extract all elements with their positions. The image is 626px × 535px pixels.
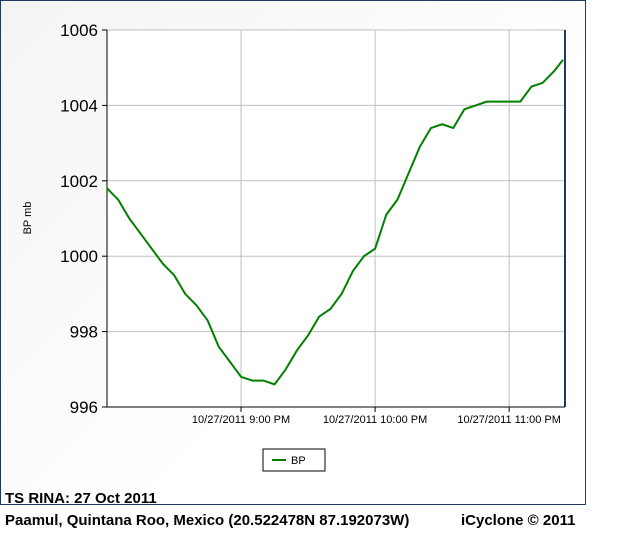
data-point-bp [217,345,220,348]
data-point-bp [374,247,376,250]
caption-credit: iCyclone © 2011 [461,512,576,529]
data-point-bp [463,108,466,110]
legend-label-bp: BP [291,455,306,467]
x-tick-label: 10/27/2011 10:00 PM [323,414,427,426]
data-point-bp [206,319,209,322]
data-point-bp [385,213,388,216]
data-point-bp [173,274,175,276]
x-tick-label: 10/27/2011 9:00 PM [192,414,290,426]
data-point-bp [418,146,421,148]
y-tick-label: 1004 [60,96,98,115]
data-point-bp [150,247,153,250]
data-point-bp [229,360,231,363]
series-line-bp [106,59,564,386]
data-point-bp [441,123,443,126]
data-point-bp [184,293,186,295]
data-point-bp [296,349,298,352]
data-point-bp [340,293,343,295]
data-point-bp [240,376,242,378]
data-point-bp [139,232,142,235]
data-point-bp [162,262,164,265]
data-point-bp [396,198,399,201]
data-point-bp [128,217,131,220]
data-point-bp [251,379,254,382]
data-point-bp [117,198,119,201]
data-point-bp [519,100,522,103]
plot-area [107,30,565,407]
data-point-bp [195,304,198,307]
data-point-bp [284,368,287,371]
caption-location: Paamul, Quintana Roo, Mexico (20.522478N… [5,512,410,529]
y-tick-label: 1002 [60,172,98,191]
data-point-bp [486,100,488,103]
data-point-bp [329,308,332,310]
data-point-bp [553,70,555,73]
data-point-bp [363,255,365,257]
y-tick-label: 998 [70,323,98,342]
data-point-bp [351,270,354,273]
data-point-bp [474,104,477,107]
data-point-bp [318,315,321,318]
data-point-bp [541,81,544,84]
caption-title: TS RINA: 27 Oct 2011 [5,490,157,507]
data-point-bp [262,379,265,382]
series-points-bp [106,59,564,386]
legend: BP [262,448,326,472]
data-point-bp [508,100,510,103]
y-tick-label: 1000 [60,247,98,266]
y-tick-label: 1006 [60,21,98,40]
data-point-bp [452,127,455,129]
y-tick-label: 996 [70,398,98,417]
data-point-bp [430,127,432,129]
data-point-bp [106,187,108,190]
data-point-bp [561,59,564,61]
y-axis-label: BP mb [22,202,34,235]
data-point-bp [273,383,276,386]
data-point-bp [530,85,533,88]
x-tick-label: 10/27/2011 11:00 PM [457,414,561,426]
data-point-bp [497,100,499,103]
data-point-bp [407,172,410,175]
data-point-bp [307,334,309,337]
